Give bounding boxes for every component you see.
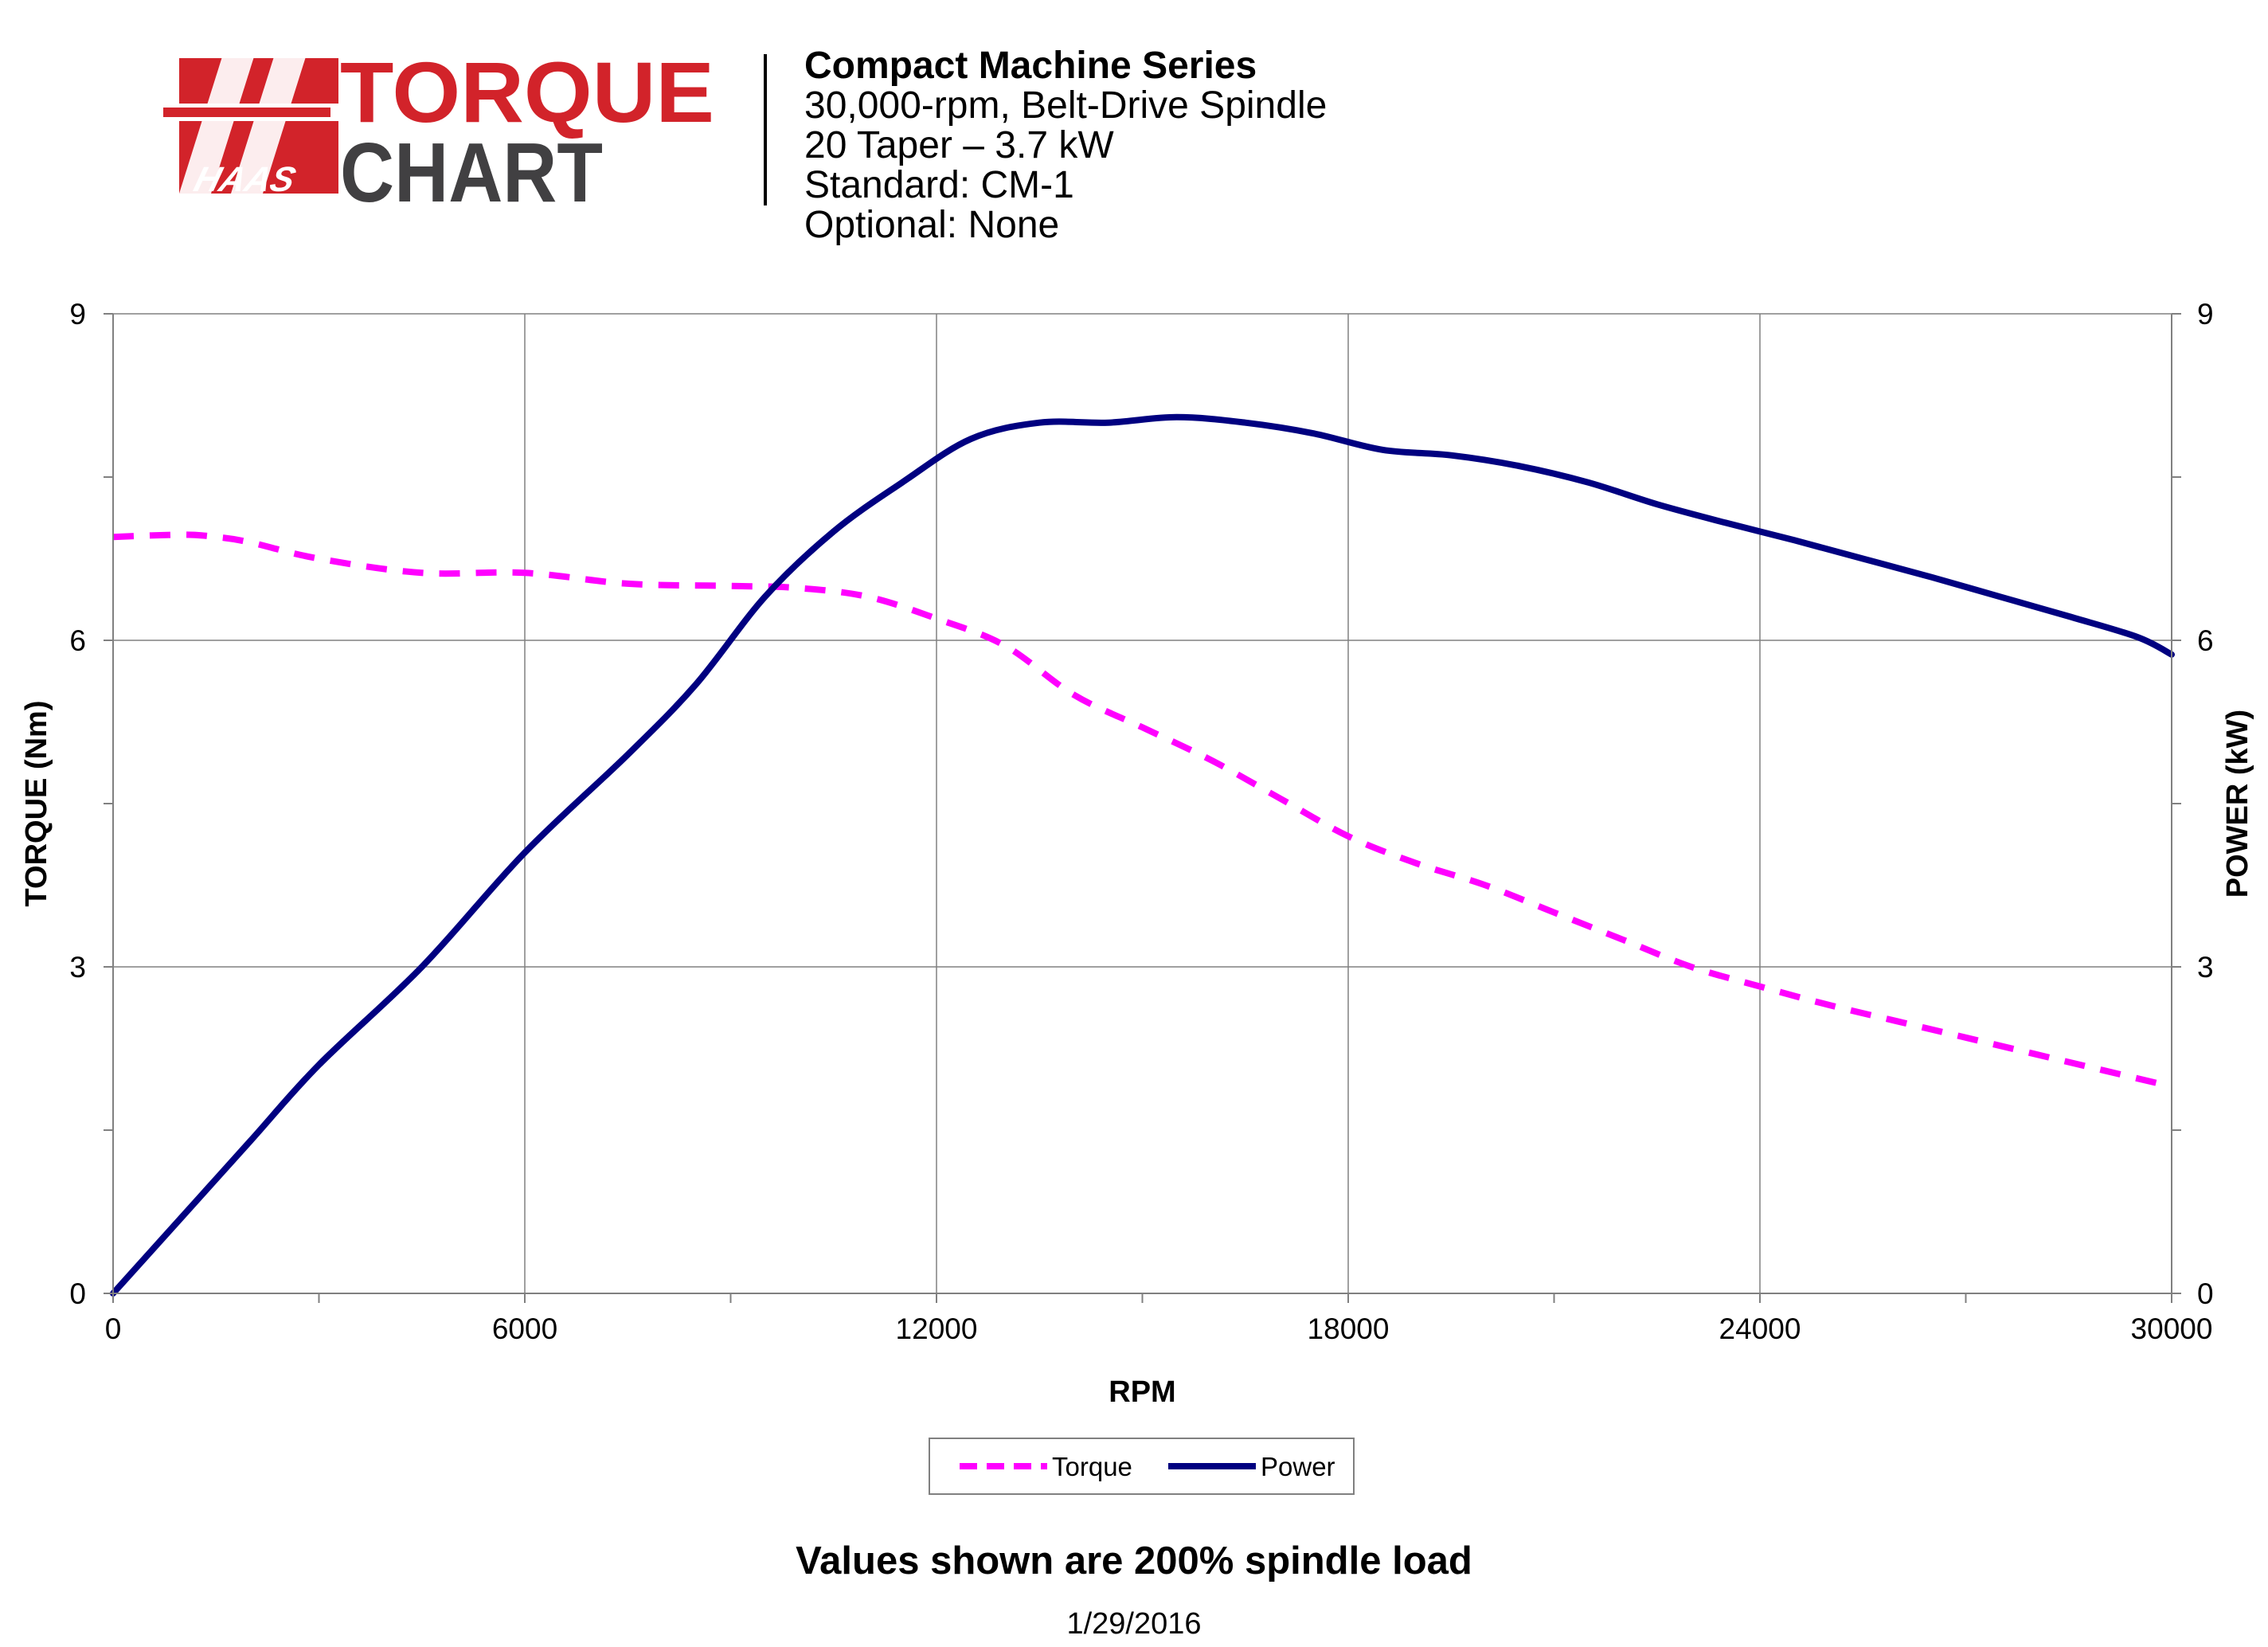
y-tick-label-left: 0 — [69, 1277, 86, 1310]
logo-h-mark-2 — [231, 54, 307, 194]
logo-h-bar-red — [163, 108, 330, 117]
y-tick-label-left: 3 — [69, 951, 86, 984]
y-tick-label-right: 9 — [2197, 298, 2214, 331]
chart-legend: Torque Power — [929, 1438, 1355, 1495]
y-tick-label-left: 9 — [69, 298, 86, 331]
chart-labels: 0 6000 12000 18000 24000 3000003690369RPMTORQ… — [20, 298, 2254, 1409]
series-layer — [110, 413, 2175, 1297]
header-line-spindle: 30,000-rpm, Belt-Drive Spindle — [804, 84, 1328, 127]
header-line-taper: 20 Taper – 3.7 kW — [804, 124, 1114, 166]
series-line-torque — [112, 531, 2172, 1090]
logo-word-torque: TORQUE — [340, 46, 714, 140]
header-line-standard: Standard: CM-1 — [804, 164, 1074, 206]
y-tick-label-right: 0 — [2197, 1277, 2214, 1310]
logo-brand-text: HAAS — [190, 160, 300, 199]
logo-h-mark — [179, 54, 255, 194]
x-tick-label: 12000 — [896, 1313, 978, 1345]
logo-word-chart: CHART — [340, 126, 603, 205]
chart-date: 1/29/2016 — [1066, 1607, 1202, 1641]
chart-grid — [112, 313, 2172, 1294]
legend-label-power: Power — [1261, 1452, 1335, 1481]
header-title: Compact Machine Series — [804, 45, 1257, 87]
x-tick-label: 0 — [105, 1313, 122, 1345]
x-tick-label: 6000 — [492, 1313, 557, 1345]
legend-label-torque: Torque — [1052, 1452, 1132, 1481]
chart-axes — [104, 313, 2181, 1303]
header-line-optional: Optional: None — [804, 204, 1060, 246]
x-tick-label: 18000 — [1308, 1313, 1390, 1345]
y-tick-label-right: 6 — [2197, 624, 2214, 657]
y-axis-label-left: TORQUE (Nm) — [20, 701, 53, 907]
header-divider — [764, 54, 767, 205]
series-line-power — [110, 413, 2175, 1297]
spindle-load-note: Values shown are 200% spindle load — [796, 1539, 1472, 1582]
x-axis-label: RPM — [1109, 1375, 1175, 1409]
x-tick-label: 24000 — [1719, 1313, 1801, 1345]
y-axis-label-right: POWER (kW) — [2221, 710, 2254, 898]
haas-torque-chart-logo: HAAS TORQUE CHART — [155, 46, 714, 205]
y-tick-label-left: 6 — [69, 624, 86, 657]
x-tick-label: 30000 — [2131, 1313, 2213, 1345]
y-tick-label-right: 3 — [2197, 951, 2214, 984]
